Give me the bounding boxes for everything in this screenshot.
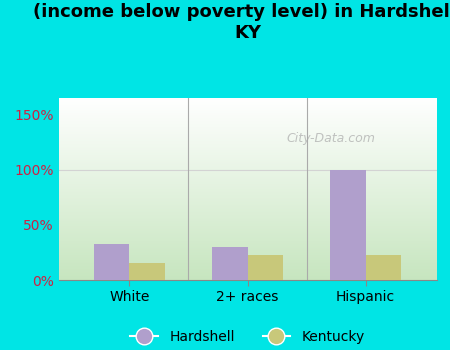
Bar — [365, 255, 401, 280]
Text: Breakdown of poor residents within races
(income below poverty level) in Hardshe: Breakdown of poor residents within races… — [33, 0, 450, 42]
Legend: Hardshell, Kentucky: Hardshell, Kentucky — [125, 324, 370, 350]
Text: City-Data.com: City-Data.com — [286, 132, 375, 145]
Bar — [94, 244, 130, 280]
Bar — [212, 247, 248, 280]
Bar — [330, 170, 365, 280]
Bar — [130, 264, 165, 280]
Bar — [248, 255, 283, 280]
